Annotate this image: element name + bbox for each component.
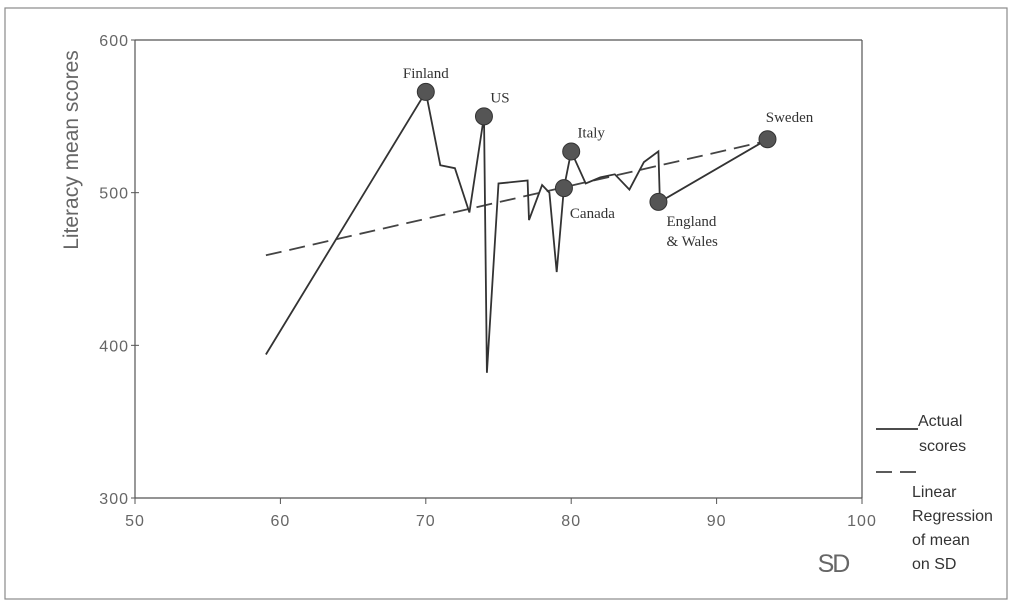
x-tick-label: 100 [847,513,877,530]
country-label: Sweden [766,110,814,126]
country-marker [416,82,435,101]
regression-series [265,139,768,257]
country-marker [758,130,777,149]
country-label-line: England [666,214,716,230]
country-label: Canada [570,206,615,222]
regression-line [265,139,768,257]
country-marker [562,142,581,161]
country-marker [474,107,493,126]
legend-actual-label: Actual [918,413,962,430]
country-markers [416,82,777,211]
x-tick-label: 70 [416,513,436,530]
actual-scores-line [265,89,768,373]
y-tick-label: 600 [99,33,129,50]
country-labels: Finland US Italy Canada England & Wales Sweden [403,66,814,250]
axes: 300 400 500 600 50 60 70 80 90 100 Literacy mean s… [60,33,877,578]
x-axis-title: SD [818,550,850,578]
y-tick-label: 400 [99,338,129,355]
x-tick-label: 50 [125,513,145,530]
y-tick-label: 500 [99,186,129,203]
legend-actual-label: scores [919,438,966,455]
actual-series [265,89,768,373]
legend-regression-label: on SD [912,556,956,573]
x-tick-label: 90 [707,513,727,530]
legend-regression-label: Linear [912,484,957,501]
country-label-line: & Wales [666,234,718,250]
y-axis-title: Literacy mean scores [60,50,83,250]
y-tick-label: 300 [99,491,129,508]
country-marker [649,192,668,211]
legend: Actual scores Linear Regression of mean on SD [876,413,993,573]
country-marker [554,179,573,198]
country-label: US [490,90,509,106]
legend-regression-label: of mean [912,532,970,549]
country-label: Italy [577,125,605,141]
x-tick-label: 60 [271,513,291,530]
country-label: Finland [403,66,449,82]
legend-regression-label: Regression [912,508,993,525]
figure-frame [4,7,1008,600]
x-tick-label: 80 [561,513,581,530]
